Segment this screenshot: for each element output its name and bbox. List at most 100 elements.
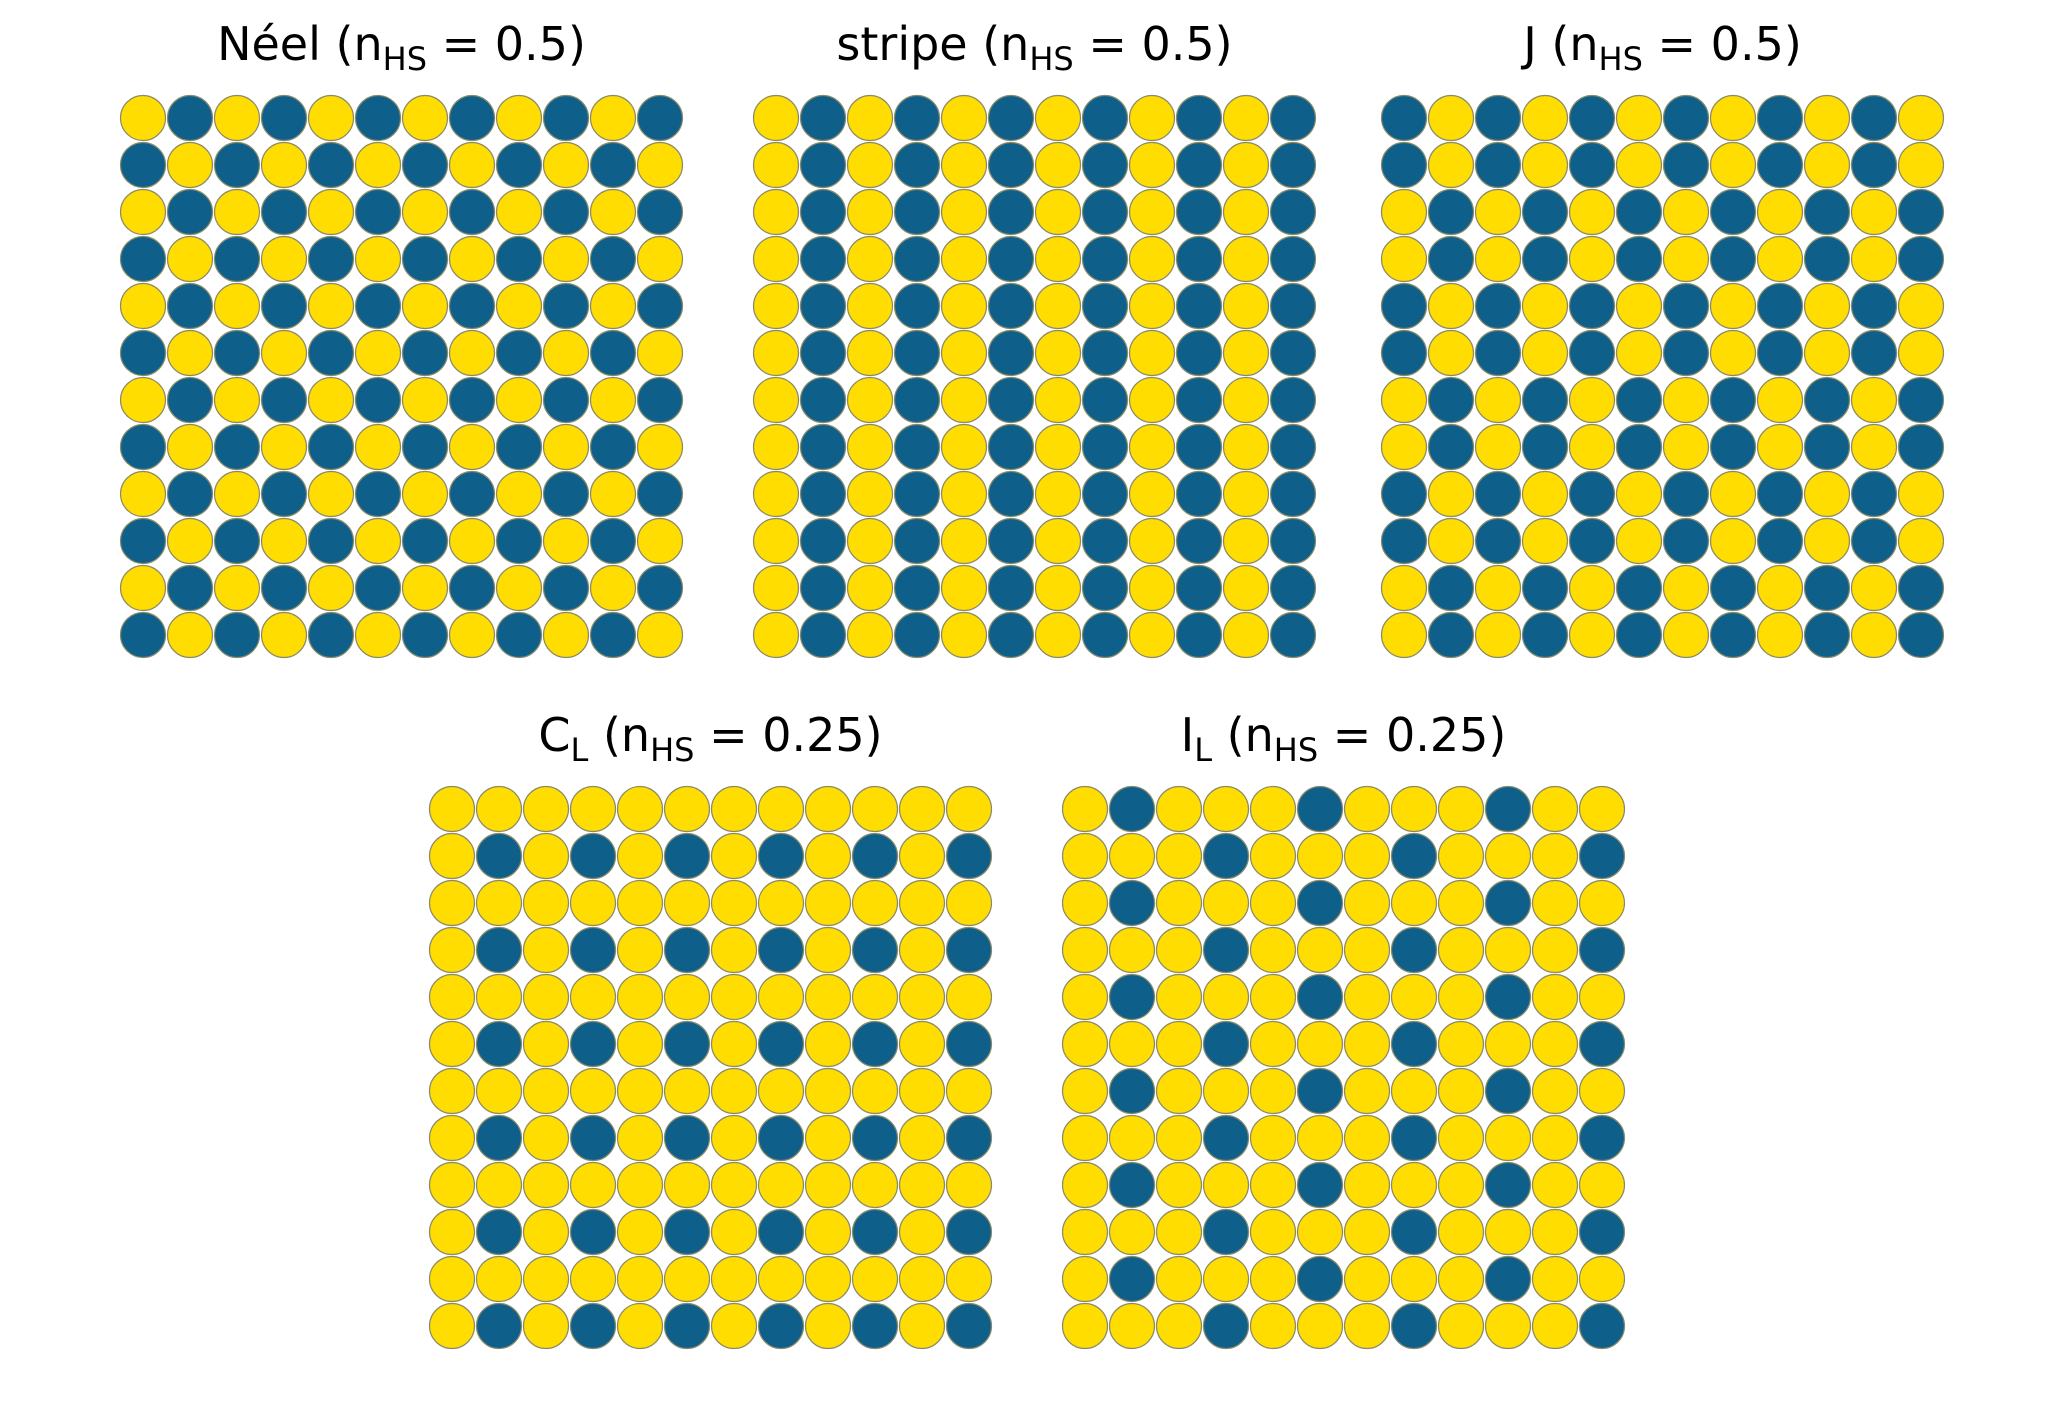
low-spin-site bbox=[1034, 376, 1082, 424]
high-spin-site bbox=[1615, 376, 1663, 424]
high-spin-site bbox=[1269, 235, 1317, 283]
low-spin-site bbox=[1437, 1161, 1485, 1209]
high-spin-site bbox=[213, 141, 261, 189]
high-spin-site bbox=[1521, 611, 1569, 659]
low-spin-site bbox=[1803, 517, 1851, 565]
high-spin-site bbox=[1202, 926, 1250, 974]
high-spin-site bbox=[1175, 564, 1223, 612]
panel: Néel (nHS = 0.5) bbox=[119, 17, 684, 659]
low-spin-site bbox=[401, 564, 449, 612]
low-spin-site bbox=[1427, 94, 1475, 142]
low-spin-site bbox=[569, 879, 617, 927]
high-spin-site bbox=[1296, 879, 1344, 927]
high-spin-site bbox=[851, 1302, 899, 1350]
title-part: J ( bbox=[1520, 17, 1569, 71]
high-spin-site bbox=[945, 1114, 993, 1162]
low-spin-site bbox=[1897, 470, 1945, 518]
high-spin-site bbox=[495, 235, 543, 283]
high-spin-site bbox=[542, 94, 590, 142]
low-spin-site bbox=[448, 517, 496, 565]
low-spin-site bbox=[1155, 1020, 1203, 1068]
high-spin-site bbox=[851, 1020, 899, 1068]
high-spin-site bbox=[589, 141, 637, 189]
low-spin-site bbox=[1484, 1302, 1532, 1350]
low-spin-site bbox=[1034, 611, 1082, 659]
low-spin-site bbox=[522, 1302, 570, 1350]
low-spin-site bbox=[166, 611, 214, 659]
low-spin-site bbox=[940, 94, 988, 142]
high-spin-site bbox=[1897, 235, 1945, 283]
low-spin-site bbox=[1202, 973, 1250, 1021]
high-spin-site bbox=[1296, 1255, 1344, 1303]
low-spin-site bbox=[475, 1161, 523, 1209]
low-spin-site bbox=[354, 517, 402, 565]
high-spin-site bbox=[569, 1208, 617, 1256]
low-spin-site bbox=[898, 1114, 946, 1162]
title-part: n bbox=[1245, 708, 1274, 762]
low-spin-site bbox=[1222, 329, 1270, 377]
high-spin-site bbox=[1578, 926, 1626, 974]
low-spin-site bbox=[1202, 1161, 1250, 1209]
low-spin-site bbox=[945, 785, 993, 833]
low-spin-site bbox=[522, 785, 570, 833]
high-spin-site bbox=[213, 611, 261, 659]
low-spin-site bbox=[616, 1114, 664, 1162]
low-spin-site bbox=[710, 1208, 758, 1256]
high-spin-site bbox=[1568, 517, 1616, 565]
low-spin-site bbox=[1578, 785, 1626, 833]
low-spin-site bbox=[804, 1255, 852, 1303]
low-spin-site bbox=[945, 973, 993, 1021]
high-spin-site bbox=[757, 1302, 805, 1350]
high-spin-site bbox=[354, 564, 402, 612]
low-spin-site bbox=[710, 1161, 758, 1209]
low-spin-site bbox=[1437, 1114, 1485, 1162]
low-spin-site bbox=[1155, 879, 1203, 927]
low-spin-site bbox=[1615, 329, 1663, 377]
low-spin-site bbox=[846, 423, 894, 471]
subscript: HS bbox=[1274, 731, 1318, 769]
low-spin-site bbox=[1155, 973, 1203, 1021]
low-spin-site bbox=[846, 376, 894, 424]
low-spin-site bbox=[1343, 1067, 1391, 1115]
low-spin-site bbox=[354, 141, 402, 189]
high-spin-site bbox=[1108, 1161, 1156, 1209]
low-spin-site bbox=[663, 879, 711, 927]
high-spin-site bbox=[987, 141, 1035, 189]
high-spin-site bbox=[166, 188, 214, 236]
low-spin-site bbox=[1296, 1114, 1344, 1162]
high-spin-site bbox=[166, 282, 214, 330]
high-spin-site bbox=[636, 94, 684, 142]
low-spin-site bbox=[752, 376, 800, 424]
low-spin-site bbox=[1390, 1161, 1438, 1209]
low-spin-site bbox=[1484, 1208, 1532, 1256]
low-spin-site bbox=[401, 188, 449, 236]
low-spin-site bbox=[1061, 1020, 1109, 1068]
low-spin-site bbox=[851, 1067, 899, 1115]
high-spin-site bbox=[987, 235, 1035, 283]
high-spin-site bbox=[757, 1208, 805, 1256]
low-spin-site bbox=[757, 785, 805, 833]
low-spin-site bbox=[1484, 926, 1532, 974]
low-spin-site bbox=[1343, 879, 1391, 927]
high-spin-site bbox=[1474, 282, 1522, 330]
low-spin-site bbox=[1568, 564, 1616, 612]
high-spin-site bbox=[1756, 517, 1804, 565]
high-spin-site bbox=[589, 517, 637, 565]
low-spin-site bbox=[1128, 329, 1176, 377]
high-spin-site bbox=[1568, 282, 1616, 330]
low-spin-site bbox=[401, 282, 449, 330]
low-spin-site bbox=[1296, 1208, 1344, 1256]
low-spin-site bbox=[1850, 376, 1898, 424]
low-spin-site bbox=[710, 785, 758, 833]
low-spin-site bbox=[616, 1208, 664, 1256]
low-spin-site bbox=[401, 94, 449, 142]
high-spin-site bbox=[119, 423, 167, 471]
low-spin-site bbox=[1615, 517, 1663, 565]
low-spin-site bbox=[1803, 329, 1851, 377]
high-spin-site bbox=[799, 611, 847, 659]
low-spin-site bbox=[428, 1020, 476, 1068]
low-spin-site bbox=[804, 1302, 852, 1350]
high-spin-site bbox=[260, 564, 308, 612]
low-spin-site bbox=[1034, 94, 1082, 142]
high-spin-site bbox=[1521, 423, 1569, 471]
